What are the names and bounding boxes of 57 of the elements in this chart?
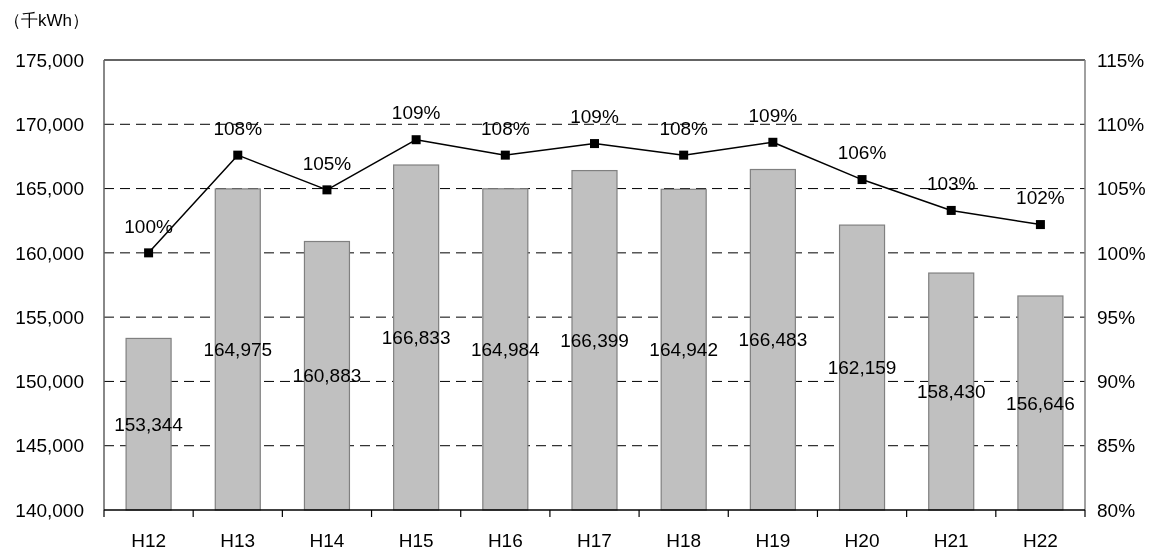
data-label: 164,975 [203, 339, 273, 361]
data-label: 158,430 [916, 381, 986, 403]
data-label: 109% [391, 102, 441, 124]
x-tick-label: H21 [933, 529, 969, 551]
y2-tick-label: 115% [1097, 49, 1145, 71]
x-tick-label: H15 [398, 529, 434, 551]
x-tick-label: H17 [577, 529, 612, 551]
point [144, 248, 154, 258]
x-tick-label: H18 [666, 529, 702, 551]
data-label: 105% [302, 152, 352, 174]
y2-tick-label: 80% [1097, 499, 1136, 521]
data-label: 156,646 [1006, 392, 1075, 414]
point [411, 135, 421, 145]
point [590, 139, 599, 149]
x-tick-label: H19 [755, 529, 791, 551]
point [946, 205, 956, 215]
y-axis-title: （千kWh） [4, 10, 89, 30]
y-tick-label: 165,000 [15, 178, 84, 200]
x-tick-label: H16 [487, 529, 523, 551]
data-label: 102% [1016, 187, 1065, 209]
y-tick-label: 145,000 [15, 435, 84, 457]
point [857, 175, 867, 185]
y-tick-label: 160,000 [15, 242, 84, 264]
y2-tick-label: 110% [1097, 113, 1145, 135]
data-label: 166,399 [560, 329, 629, 351]
data-label: 153,344 [114, 413, 184, 435]
point [1035, 220, 1045, 230]
point [679, 150, 689, 160]
data-label: 160,883 [292, 365, 362, 387]
x-tick-label: H13 [220, 529, 256, 551]
data-label: 109% [570, 106, 619, 128]
y2-tick-label: 105% [1097, 178, 1146, 200]
x-tick-label: H20 [844, 529, 880, 551]
y2-tick-label: 85% [1097, 435, 1136, 457]
data-label: 109% [748, 104, 798, 126]
data-label: 164,942 [649, 339, 719, 361]
y-tick-label: 175,000 [15, 49, 84, 71]
y-tick-label: 155,000 [15, 306, 84, 328]
data-label: 162,159 [827, 357, 897, 379]
data-label: 164,984 [470, 339, 541, 361]
point [322, 185, 332, 195]
y2-tick-label: 95% [1097, 306, 1136, 328]
x-tick-label: H12 [131, 529, 167, 551]
y2-tick-label: 100% [1097, 242, 1146, 264]
point [500, 150, 510, 160]
point [233, 150, 243, 160]
data-label: 166,833 [381, 327, 451, 349]
y-tick-label: 140,000 [15, 499, 84, 521]
point [768, 137, 778, 147]
data-label: 106% [837, 142, 887, 164]
y2-tick-label: 90% [1097, 371, 1136, 393]
x-tick-label: H14 [309, 529, 345, 551]
x-tick-label: H22 [1022, 529, 1058, 551]
y-tick-label: 150,000 [15, 371, 84, 393]
data-label: 100% [124, 215, 173, 237]
data-label: 166,483 [738, 329, 808, 351]
y-tick-label: 170,000 [15, 113, 84, 135]
